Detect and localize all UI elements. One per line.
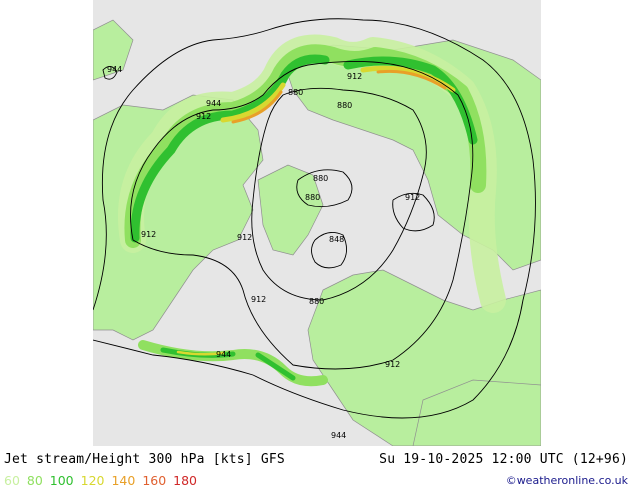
contour-label: 880 — [305, 193, 320, 202]
jet-stream-map: 944 944 912 880 912 880 880 880 912 912 … — [93, 0, 541, 446]
legend-value: 160 — [142, 473, 167, 488]
jet-band-140 — [231, 69, 447, 124]
contour-944-small — [102, 66, 118, 80]
contour-label: 944 — [206, 99, 221, 108]
contour-label: 944 — [216, 350, 231, 359]
contour-label: 944 — [331, 431, 346, 440]
contour-label: 880 — [337, 101, 352, 110]
credit-link[interactable]: ©weatheronline.co.uk — [505, 474, 628, 487]
legend-value: 100 — [49, 473, 74, 488]
land-greenland — [257, 164, 324, 256]
contour-label: 912 — [347, 72, 362, 81]
legend-value: 180 — [173, 473, 198, 488]
jet-band-80 — [124, 44, 487, 248]
contour-912 — [130, 60, 474, 370]
legend-value: 140 — [111, 473, 136, 488]
land-southeast — [412, 379, 541, 446]
contour-880-inner — [296, 169, 353, 208]
contour-912-east — [392, 192, 435, 232]
contour-944-outer — [93, 18, 536, 419]
contour-label: 912 — [405, 193, 420, 202]
contour-label: 912 — [251, 295, 266, 304]
contour-label: 912 — [237, 233, 252, 242]
contour-848 — [311, 231, 347, 269]
contour-label: 912 — [385, 360, 400, 369]
product-title: Jet stream/Height 300 hPa [kts] GFS — [4, 452, 285, 467]
contour-880 — [251, 87, 427, 301]
contour-label: 880 — [309, 297, 324, 306]
legend-value: 80 — [26, 473, 43, 488]
height-contours — [93, 18, 536, 419]
map-panel: 944 944 912 880 912 880 880 880 912 912 … — [93, 0, 541, 446]
contour-label: 912 — [141, 230, 156, 239]
land-alaska — [93, 19, 134, 81]
jet-band-south-max — [176, 350, 225, 356]
footer-bar: Jet stream/Height 300 hPa [kts] GFS Su 1… — [0, 446, 634, 490]
legend-value: 120 — [80, 473, 105, 488]
contour-label: 944 — [107, 65, 122, 74]
valid-time: Su 19-10-2025 12:00 UTC (12+96) — [379, 452, 628, 467]
contour-label: 912 — [196, 112, 211, 121]
contour-label: 848 — [329, 235, 344, 244]
legend-value: 60 — [4, 473, 20, 488]
wind-speed-legend: 60 80 100 120 140 160 180 — [4, 473, 200, 488]
contour-labels: 944 944 912 880 912 880 880 880 912 912 … — [107, 65, 420, 440]
jet-band-100 — [130, 54, 478, 243]
contour-label: 880 — [313, 174, 328, 183]
contour-label: 880 — [288, 88, 303, 97]
